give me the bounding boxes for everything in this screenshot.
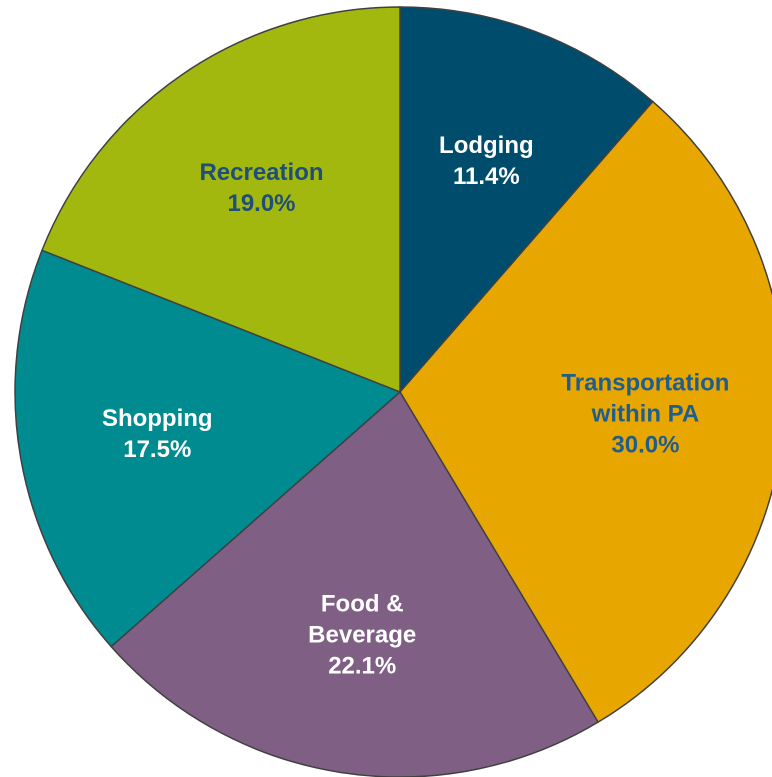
category-label: Transportation within PA bbox=[561, 369, 730, 428]
value-label: 22.1% bbox=[328, 652, 397, 680]
category-label: Shopping bbox=[101, 405, 213, 433]
slice-label: Recreation 19.0% bbox=[142, 157, 382, 219]
slice-label: Shopping 17.5% bbox=[37, 403, 277, 465]
category-label: Food & Beverage bbox=[308, 590, 417, 649]
pie-slice bbox=[14, 249, 402, 648]
pie-slice bbox=[399, 100, 772, 724]
pie-slice bbox=[110, 390, 600, 777]
category-label: Lodging bbox=[439, 132, 534, 160]
slice-label: Transportation within PA 30.0% bbox=[525, 367, 765, 460]
value-label: 19.0% bbox=[227, 190, 296, 218]
value-label: 30.0% bbox=[611, 431, 680, 459]
slice-label: Food & Beverage 22.1% bbox=[242, 589, 482, 682]
pie-slice bbox=[399, 6, 654, 395]
value-label: 11.4% bbox=[452, 163, 520, 191]
category-label: Recreation bbox=[199, 159, 324, 187]
value-label: 17.5% bbox=[123, 436, 192, 464]
pie-slice bbox=[41, 6, 401, 394]
slice-label: Lodging 11.4% bbox=[366, 130, 606, 192]
